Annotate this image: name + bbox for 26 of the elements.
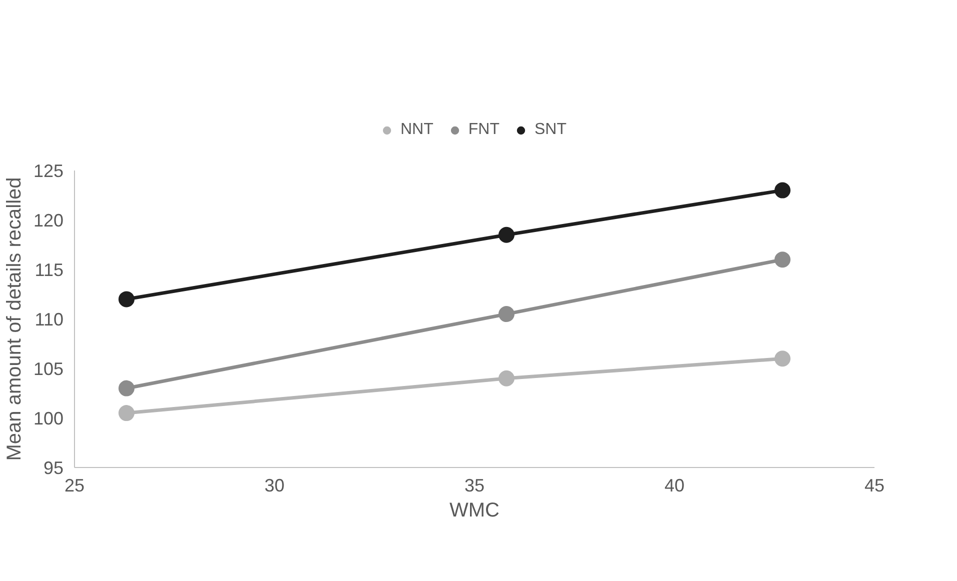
- point: [118, 405, 134, 422]
- point: [498, 306, 514, 322]
- point: [118, 291, 134, 308]
- point: [774, 252, 790, 268]
- point: [498, 226, 514, 243]
- point: [498, 370, 514, 386]
- point: [118, 380, 134, 396]
- y-tick-label: 125: [33, 161, 64, 181]
- y-tick-label: 100: [33, 408, 64, 428]
- x-tick-label: 40: [664, 476, 685, 496]
- y-tick-label: 120: [33, 210, 64, 230]
- x-tick-label: 45: [864, 476, 885, 496]
- x-tick-label: 35: [464, 476, 485, 496]
- y-axis-title: Mean amount of details recalled: [3, 177, 26, 461]
- point: [774, 182, 790, 198]
- y-tick-label: 110: [34, 310, 64, 330]
- y-tick-label: 95: [43, 458, 64, 478]
- point: [774, 350, 790, 367]
- legend-label: FNT: [468, 121, 500, 139]
- legend-label: NNT: [400, 121, 434, 139]
- x-tick-label: 30: [264, 476, 285, 496]
- y-tick-label: 105: [33, 359, 64, 379]
- legend-label: SNT: [534, 121, 566, 139]
- x-axis-title: WMC: [450, 500, 500, 522]
- y-tick-label: 115: [34, 260, 64, 280]
- x-tick-label: 25: [64, 476, 85, 496]
